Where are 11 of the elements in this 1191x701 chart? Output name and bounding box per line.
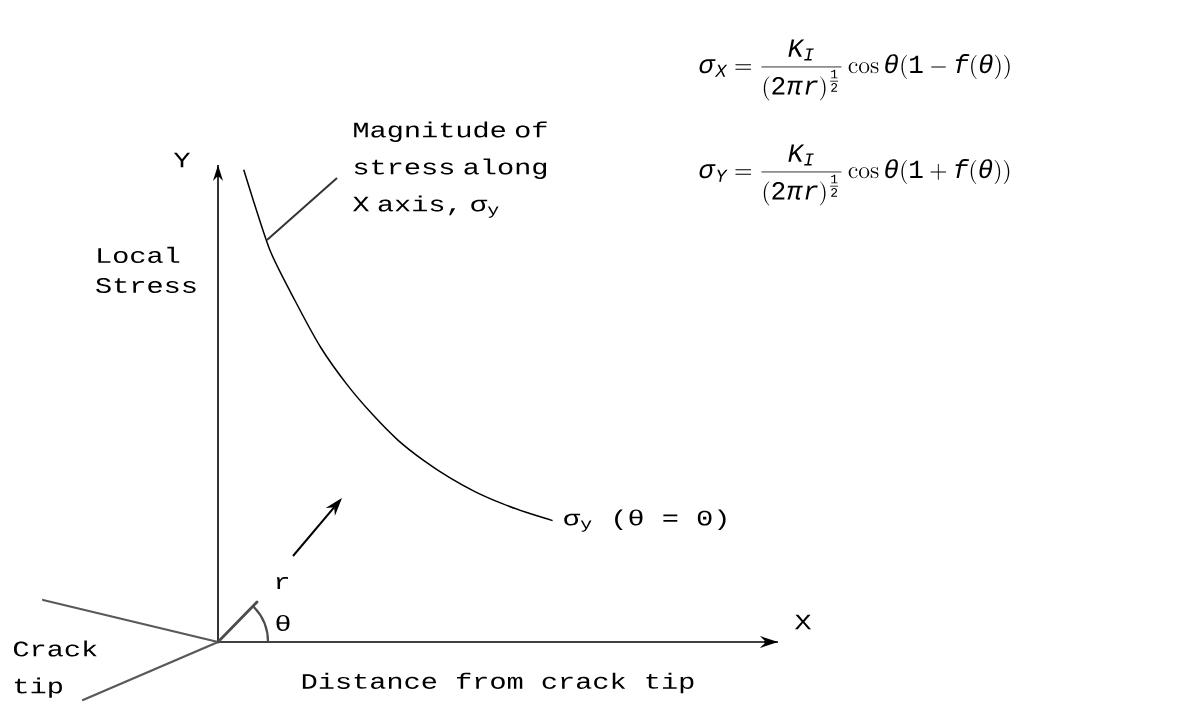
annotation: r [276,577,289,589]
text: Y [173,152,191,168]
x-axis-title: Distance from crack tip [302,672,694,694]
text: X [794,614,812,630]
text: σ$_{y}$ (θ = 0) [564,509,726,532]
annotation: θ [276,614,290,632]
text: $\sigma_Y = \frac{K_I}{(2\pi r)^{\frac{1}{2}}} \cos \theta(1+f(\theta))$ [699,144,1010,206]
annotation: Magnitude of stress along X axis, σ$_{y}$ [352,121,547,218]
y-axis-title: Local Stress [96,246,196,294]
text: Crack tip [13,640,97,698]
text: $\sigma_X = \frac{K_I}{(2\pi r)^{\frac{1}{2}}} \cos \theta(1-f(\theta))$ [699,39,1010,101]
